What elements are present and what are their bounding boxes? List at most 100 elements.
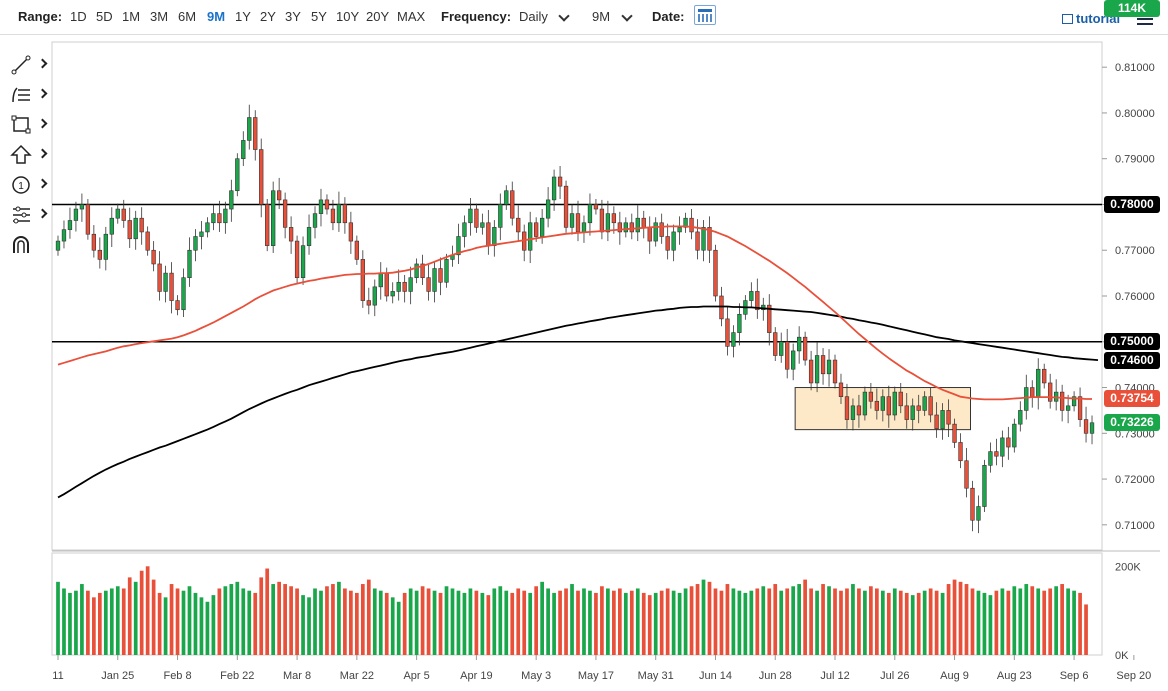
volume-bar	[145, 566, 150, 655]
candle-down	[629, 222, 634, 233]
volume-bar	[366, 579, 371, 655]
volume-bar	[1024, 584, 1029, 655]
candle-up	[205, 222, 210, 233]
volume-bar	[396, 601, 401, 655]
volume-bar	[934, 590, 939, 655]
frequency-dropdown[interactable]: Daily	[519, 9, 548, 24]
volume-bar	[354, 592, 359, 655]
candle-down	[265, 204, 270, 246]
candle-down	[510, 190, 515, 219]
volume-bar	[970, 588, 975, 655]
candle-down	[874, 400, 880, 411]
volume-bar	[761, 586, 766, 655]
candle-up	[462, 222, 467, 237]
candle-down	[157, 263, 162, 292]
x-tick-label: Mar 8	[283, 670, 311, 682]
candle-up	[133, 217, 138, 240]
volume-bar	[582, 588, 586, 655]
volume-bar	[629, 590, 634, 655]
volume-bar	[187, 586, 192, 655]
volume-bar	[558, 590, 562, 655]
candle-up	[193, 236, 198, 251]
range-button-3m[interactable]: 3M	[150, 9, 169, 24]
candle-down	[659, 222, 664, 237]
volume-bar	[408, 588, 413, 655]
volume-bar	[898, 590, 903, 655]
range-button-1m[interactable]: 1M	[122, 9, 141, 24]
candle-down	[169, 272, 174, 301]
range-button-10y[interactable]: 10Y	[336, 9, 360, 24]
volume-bar	[594, 592, 598, 655]
candle-down	[151, 249, 156, 265]
candle-down	[259, 149, 264, 205]
candle-up	[271, 190, 276, 246]
volume-bar	[767, 588, 772, 655]
volume-bar	[1018, 588, 1023, 655]
y-tick-label: 0.76000	[1115, 291, 1155, 303]
volume-bar	[283, 584, 287, 655]
volume-bar	[223, 586, 228, 655]
candle-down	[898, 391, 903, 407]
counter-tool[interactable]: 1	[10, 174, 48, 196]
candle-down	[808, 359, 814, 384]
period-dropdown[interactable]: 9M	[592, 9, 611, 24]
candle-up	[181, 277, 186, 311]
arrow-tool[interactable]	[10, 144, 48, 166]
range-button-1d[interactable]: 1D	[70, 9, 87, 24]
range-button-20y[interactable]: 20Y	[366, 9, 390, 24]
volume-bar	[773, 584, 778, 655]
x-tick-label: Aug 9	[940, 670, 969, 682]
volume-bar	[468, 588, 473, 655]
range-button-2y[interactable]: 2Y	[260, 9, 276, 24]
range-button-5y[interactable]: 5Y	[311, 9, 327, 24]
volume-bar	[169, 584, 174, 655]
candle-up	[940, 410, 945, 430]
volume-bar	[175, 588, 180, 655]
x-tick-label: May 17	[578, 670, 614, 682]
candle-up	[539, 217, 545, 237]
candle-down	[474, 208, 479, 228]
candle-down	[665, 236, 670, 251]
range-button-6m[interactable]: 6M	[178, 9, 197, 24]
candle-up	[480, 222, 485, 228]
candle-up	[187, 249, 192, 278]
volume-bar	[564, 588, 568, 655]
volume-bar	[552, 592, 556, 655]
x-tick-label: Sep 6	[1060, 670, 1089, 682]
volume-bar	[940, 592, 945, 655]
measure-tool[interactable]	[10, 204, 48, 226]
volume-bar	[928, 588, 933, 655]
candle-up	[241, 140, 246, 160]
x-tick-label: May 3	[521, 670, 551, 682]
candle-down	[820, 355, 826, 375]
range-button-max[interactable]: MAX	[397, 9, 426, 24]
range-button-1y[interactable]: 1Y	[235, 9, 251, 24]
calendar-icon[interactable]	[694, 5, 716, 25]
candle-down	[868, 391, 874, 402]
price-badge: 0.73754	[1104, 390, 1160, 408]
candle-up	[1036, 368, 1041, 397]
candle-down	[773, 332, 778, 356]
candle-up	[211, 213, 216, 224]
range-button-9m[interactable]: 9M	[207, 9, 226, 24]
rectangle-tool[interactable]	[10, 114, 48, 136]
fib-tool[interactable]	[10, 84, 48, 106]
range-button-5d[interactable]: 5D	[96, 9, 113, 24]
candle-down	[282, 199, 288, 228]
candle-up	[73, 208, 79, 221]
line-tool[interactable]	[10, 54, 48, 76]
top-toolbar: Range: 1D 5D 1M 3M 6M 9M 1Y 2Y 3Y 5Y 10Y 20Y MAX Fre…	[0, 0, 1168, 35]
volume-bar	[606, 588, 610, 655]
x-tick-label: 11	[52, 670, 63, 682]
range-button-3y[interactable]: 3Y	[285, 9, 301, 24]
magnet-tool[interactable]	[10, 234, 46, 256]
candle-down	[689, 217, 694, 233]
volume-bar	[755, 588, 760, 655]
candle-down	[994, 451, 999, 457]
candle-up	[504, 190, 509, 205]
candle-up	[569, 213, 575, 228]
frequency-label: Frequency:	[441, 9, 512, 24]
volume-bar	[86, 590, 90, 655]
volume-bar	[815, 590, 819, 655]
